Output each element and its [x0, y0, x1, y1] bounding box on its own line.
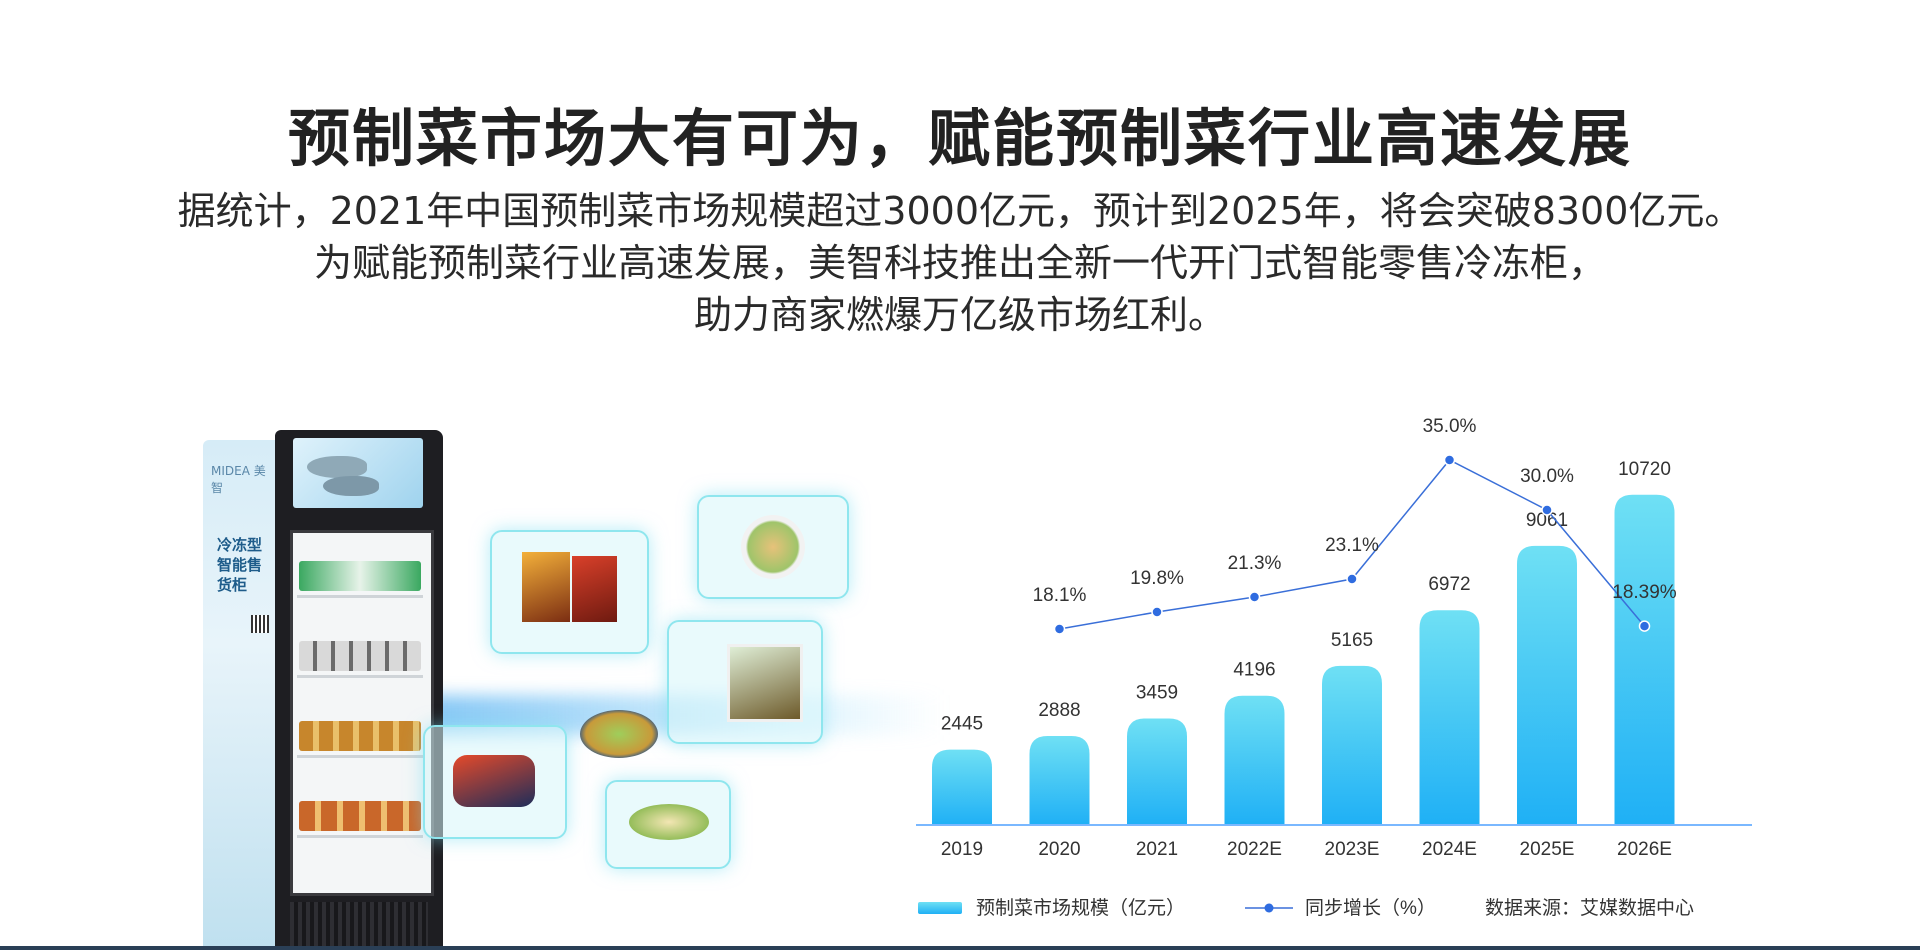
- bar-value-label: 3459: [1136, 682, 1178, 703]
- intro-text: 据统计，2021年中国预制菜市场规模超过3000亿元，预计到2025年，将会突破…: [0, 185, 1920, 341]
- fish-image: [323, 476, 379, 496]
- product-illustration: MIDEA 美智 冷冻型智能售货柜: [195, 425, 945, 950]
- qr-code-icon: [251, 615, 269, 633]
- shelf: [297, 595, 423, 598]
- x-axis-ticks: 2019 2020 2021 2022E 2023E 2024E 2025E 2026E: [941, 839, 1672, 860]
- product-box-image: [522, 552, 570, 622]
- bar-2019: [932, 749, 992, 825]
- product-card: [605, 780, 731, 869]
- dish-image: [741, 515, 805, 579]
- shelf: [297, 675, 423, 678]
- growth-point-2020: [1053, 623, 1066, 635]
- x-tick-label: 2019: [941, 839, 983, 860]
- intro-line: 据统计，2021年中国预制菜市场规模超过3000亿元，预计到2025年，将会突破…: [177, 189, 1743, 233]
- dish-image: [629, 804, 709, 840]
- bar-value-label: 10720: [1618, 459, 1671, 480]
- chart-legend: 预制菜市场规模（亿元） 同步增长（%） 数据来源：艾媒数据中心: [918, 897, 1694, 919]
- dish-image: [580, 710, 658, 758]
- freezer-body: [275, 430, 443, 950]
- product-box-image: [453, 755, 535, 807]
- legend-line-label: 同步增长（%）: [1305, 897, 1436, 919]
- shelf-goods: [299, 641, 421, 671]
- legend-line-dot: [1264, 903, 1274, 913]
- growth-point-2025E: [1541, 504, 1553, 516]
- bar-2025E: [1517, 545, 1577, 825]
- intro-line: 助力商家燃爆万亿级市场红利。: [693, 293, 1226, 337]
- freezer-side-label: 冷冻型智能售货柜: [217, 536, 263, 594]
- x-tick-label: 2025E: [1520, 839, 1575, 860]
- bar-value-labels: 2445 2888 3459 4196 5165 6972 9061 10720: [941, 459, 1671, 735]
- x-tick-label: 2020: [1038, 839, 1080, 860]
- x-tick-label: 2021: [1136, 839, 1178, 860]
- footer-divider: [0, 946, 1920, 950]
- bar-2021: [1127, 718, 1187, 825]
- freezer-glass-door: [290, 530, 434, 896]
- x-tick-label: 2024E: [1422, 839, 1477, 860]
- brand-logo: MIDEA 美智: [211, 464, 266, 495]
- legend-bar-label: 预制菜市场规模（亿元）: [976, 897, 1185, 919]
- bar-value-label: 9061: [1526, 510, 1568, 531]
- growth-value-label: 18.39%: [1612, 582, 1677, 603]
- shelf: [297, 835, 423, 838]
- legend-bar-swatch: [918, 902, 962, 914]
- growth-value-label: 21.3%: [1228, 553, 1282, 574]
- product-box-image: [727, 644, 803, 722]
- bar-2020: [1029, 736, 1090, 825]
- bar-2023E: [1322, 665, 1382, 825]
- bar-value-label: 2888: [1038, 700, 1080, 721]
- freezer-vent: [290, 902, 428, 950]
- growth-value-label: 18.1%: [1033, 585, 1087, 606]
- product-card: [490, 530, 649, 654]
- fish-image: [307, 456, 367, 478]
- x-tick-label: 2026E: [1617, 839, 1672, 860]
- x-tick-label: 2023E: [1325, 839, 1380, 860]
- bar-2022E: [1224, 695, 1285, 825]
- growth-point-2022E: [1248, 591, 1261, 603]
- bar-value-label: 4196: [1233, 660, 1275, 681]
- shelf: [297, 755, 423, 758]
- growth-value-label: 30.0%: [1520, 466, 1574, 487]
- market-size-chart: 2019 2020 2021 2022E 2023E 2024E 2025E 2026E 24…: [916, 416, 1752, 919]
- x-tick-label: 2022E: [1227, 839, 1282, 860]
- growth-value-label: 35.0%: [1423, 416, 1477, 437]
- shelf-goods: [299, 721, 421, 751]
- product-card: [697, 495, 849, 599]
- bar-2026E: [1614, 494, 1675, 825]
- freezer-side-panel: MIDEA 美智 冷冻型智能售货柜: [203, 440, 275, 950]
- bar-value-label: 2445: [941, 714, 983, 735]
- growth-point-2023E: [1346, 573, 1358, 585]
- shelf-goods: [299, 801, 421, 831]
- smart-freezer-cabinet: MIDEA 美智 冷冻型智能售货柜: [203, 430, 443, 950]
- growth-point-2021: [1151, 606, 1163, 618]
- data-source-label: 数据来源：艾媒数据中心: [1485, 897, 1694, 919]
- growth-value-label: 23.1%: [1325, 535, 1379, 556]
- growth-point-2026E: [1638, 620, 1651, 632]
- bar-series: [932, 494, 1675, 825]
- product-card: [423, 725, 567, 839]
- intro-line: 为赋能预制菜行业高速发展，美智科技推出全新一代开门式智能零售冷冻柜，: [313, 241, 1606, 285]
- freezer-screen: [293, 438, 423, 508]
- page-title: 预制菜市场大有可为，赋能预制菜行业高速发展: [287, 102, 1632, 175]
- shelf-goods: [299, 561, 421, 591]
- growth-line-series: 18.1% 19.8% 21.3% 23.1% 35.0% 30.0% 18.39%: [1033, 416, 1677, 635]
- bar-value-label: 6972: [1428, 574, 1470, 595]
- growth-point-2024E: [1443, 454, 1456, 466]
- product-box-image: [572, 556, 617, 622]
- bar-2024E: [1419, 610, 1480, 825]
- growth-value-label: 19.8%: [1130, 568, 1184, 589]
- bar-value-label: 5165: [1331, 630, 1373, 651]
- product-card: [667, 620, 823, 744]
